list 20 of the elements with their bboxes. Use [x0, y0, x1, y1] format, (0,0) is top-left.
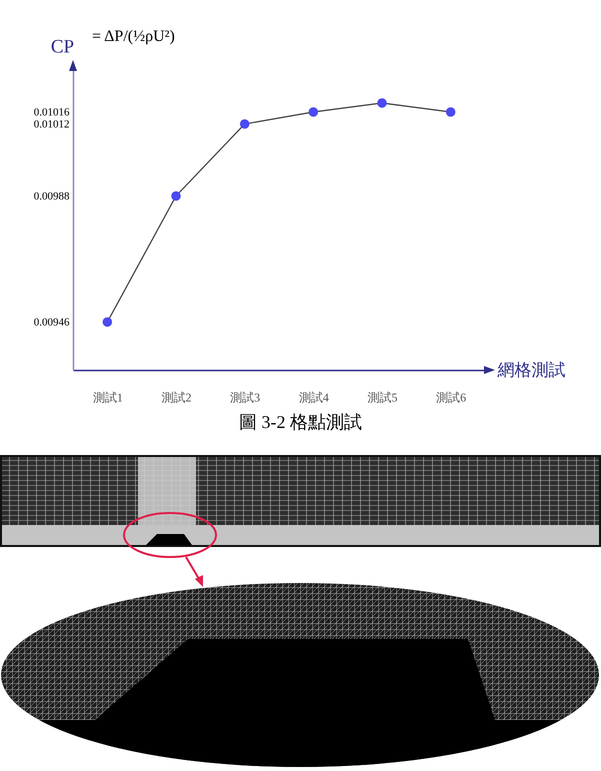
point: [102, 317, 112, 327]
x-tick-label: 測試1: [92, 390, 123, 404]
y-tick-label: 0.00946: [34, 316, 70, 328]
point: [377, 98, 387, 108]
x-tick-label: 測試4: [298, 390, 329, 404]
x-tick-label: 測試3: [230, 390, 260, 404]
x-tick-label: 測試5: [368, 390, 398, 404]
point: [446, 107, 456, 117]
point: [308, 107, 318, 117]
point: [240, 119, 250, 129]
x-tick-label: 測試2: [162, 390, 192, 404]
y-tick-label: 0.01016: [34, 106, 70, 118]
caption: 圖 3-2 格點測試: [238, 411, 363, 434]
y-tick-label: 0.00988: [34, 190, 70, 202]
y-tick-label: 0.01012: [34, 118, 70, 130]
text: = ΔP/(½ρU²): [92, 28, 175, 46]
y-axis-title: CP: [50, 36, 74, 58]
x-tick-label: 測試6: [436, 390, 466, 404]
x-axis-title: 網格測試: [496, 360, 566, 380]
point: [171, 191, 181, 201]
